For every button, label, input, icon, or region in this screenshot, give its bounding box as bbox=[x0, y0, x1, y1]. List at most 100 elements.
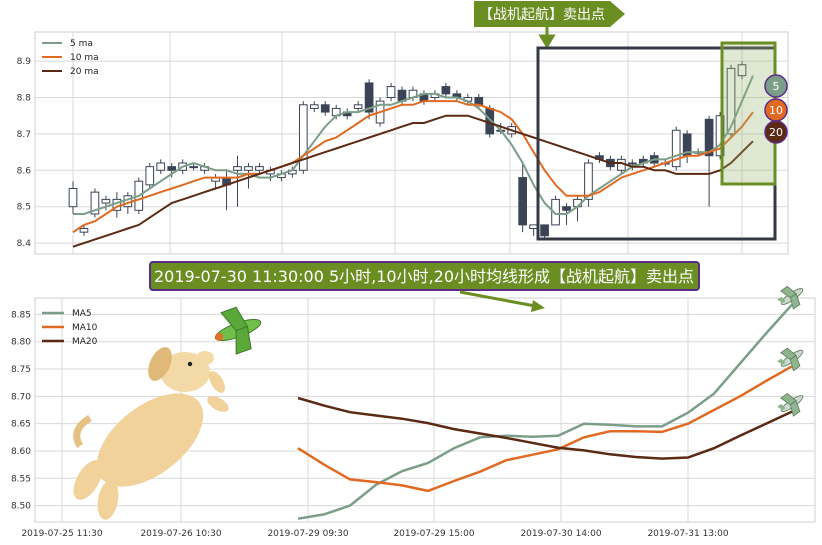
dog-eye bbox=[187, 361, 193, 367]
dog-body bbox=[96, 393, 204, 487]
ma-badge-label: 10 bbox=[769, 104, 783, 117]
airplane-wing bbox=[789, 293, 801, 310]
toy-plane-wing bbox=[235, 325, 252, 355]
candle-up bbox=[79, 228, 89, 233]
banner-label: 2019-07-30 11:30:00 5小时,10小时,20小时均线形成【战机… bbox=[154, 267, 694, 286]
candle-up bbox=[309, 104, 319, 109]
series-line-20-ma bbox=[72, 114, 754, 248]
x-tick-label: 2019-07-29 09:30 bbox=[267, 529, 348, 539]
y-tick-label: 8.8 bbox=[17, 94, 32, 104]
series-line-10-ma bbox=[72, 100, 754, 234]
x-tick-label: 2019-07-30 14:00 bbox=[520, 529, 601, 539]
candle-down bbox=[474, 97, 484, 106]
dog-head bbox=[160, 352, 210, 392]
candle-up bbox=[101, 198, 111, 204]
y-tick-label: 8.75 bbox=[11, 365, 31, 375]
dog-leg bbox=[97, 480, 119, 520]
y-tick-label: 8.60 bbox=[11, 447, 31, 457]
candle-up bbox=[726, 67, 736, 135]
candle-up bbox=[584, 162, 593, 200]
y-tick-label: 8.55 bbox=[11, 474, 31, 484]
plot-frame bbox=[34, 31, 789, 255]
candle-up bbox=[156, 162, 166, 171]
dog-ear bbox=[148, 347, 172, 381]
candle-up bbox=[627, 162, 637, 165]
candle-up bbox=[68, 187, 78, 208]
candle-down bbox=[441, 86, 451, 95]
y-tick-label: 8.4 bbox=[17, 239, 32, 249]
candle-up bbox=[353, 104, 363, 109]
y-tick-label: 8.65 bbox=[11, 420, 31, 430]
y-tick-label: 8.6 bbox=[17, 166, 32, 176]
candle-down bbox=[518, 177, 527, 226]
y-tick-label: 8.50 bbox=[11, 502, 31, 512]
legend-label: MA5 bbox=[72, 309, 92, 319]
ma-badge bbox=[764, 120, 788, 144]
top-tag-label: 【战机起航】卖出点 bbox=[479, 7, 605, 23]
legend-label: MA10 bbox=[72, 323, 98, 333]
airplane-tail bbox=[777, 358, 786, 365]
candle-up bbox=[386, 86, 396, 99]
legend-label: MA20 bbox=[72, 337, 98, 347]
candle-up bbox=[189, 166, 198, 169]
candle-up bbox=[715, 115, 725, 157]
x-tick-label: 2019-07-25 11:30 bbox=[21, 529, 102, 539]
airplane-icon bbox=[214, 306, 262, 355]
y-tick-label: 8.9 bbox=[17, 57, 32, 67]
series-line-MA20 bbox=[297, 396, 793, 460]
airplane-tail bbox=[777, 403, 786, 410]
series-line-MA10 bbox=[297, 365, 793, 493]
series-line-MA5 bbox=[297, 303, 793, 520]
top-tag-shape bbox=[474, 1, 625, 27]
candle-up bbox=[255, 166, 264, 171]
candle-down bbox=[167, 166, 177, 171]
plot-frame bbox=[34, 297, 816, 523]
dog-tail bbox=[73, 414, 92, 448]
candle-down bbox=[364, 82, 374, 113]
candle-down bbox=[320, 104, 330, 113]
x-tick-label: 2019-07-26 10:30 bbox=[140, 529, 221, 539]
down-arrow-icon bbox=[538, 27, 556, 49]
airplane-wing bbox=[789, 400, 801, 417]
candlestick-chart: 8.4 8.5 8.6 8.7 8.8 8.9 5 ma 10 ma 20 ma bbox=[17, 31, 789, 255]
legend-label: 20 ma bbox=[70, 67, 99, 77]
ma-badge-label: 20 bbox=[769, 126, 783, 139]
dog-snout bbox=[196, 351, 214, 365]
y-tick-label: 8.70 bbox=[11, 392, 31, 402]
x-tick-label: 2019-07-31 13:00 bbox=[647, 529, 728, 539]
candle-up bbox=[551, 198, 560, 226]
airplane-tail bbox=[777, 296, 786, 303]
legend-label: 10 ma bbox=[70, 53, 99, 63]
series-line-5-ma bbox=[73, 75, 754, 215]
candle-up bbox=[529, 224, 538, 230]
airplane-icon bbox=[777, 392, 804, 417]
candle-down bbox=[704, 118, 714, 157]
candle-up bbox=[671, 129, 681, 168]
airplane-icon bbox=[777, 285, 804, 310]
y-tick-label: 8.85 bbox=[11, 310, 31, 320]
y-tick-label: 8.7 bbox=[17, 130, 31, 140]
candle-up bbox=[298, 104, 308, 171]
y-tick-label: 8.5 bbox=[17, 203, 31, 213]
candle-down bbox=[540, 224, 549, 237]
candle-down bbox=[562, 206, 571, 211]
y-tick-label: 8.80 bbox=[11, 338, 31, 348]
ma-badge-label: 5 bbox=[773, 80, 780, 93]
banner-box bbox=[149, 261, 700, 291]
dog-illustration bbox=[73, 347, 229, 520]
candle-up bbox=[233, 166, 242, 171]
candle-up bbox=[244, 166, 253, 171]
dog-paw bbox=[209, 371, 225, 393]
candle-up bbox=[737, 64, 747, 77]
x-tick-label: 2019-07-29 15:00 bbox=[393, 529, 474, 539]
candle-up bbox=[90, 191, 100, 215]
banner-arrow-line bbox=[459, 290, 536, 308]
annotation-overlay: 【战机起航】卖出点 5 10 20 2019-07-30 11:30:00 5小时,10… bbox=[73, 1, 788, 520]
candle-up bbox=[145, 166, 155, 186]
ma-line-chart: 2019-07-25 11:30 2019-07-26 10:30 2019-07-… bbox=[11, 285, 816, 539]
dog-paw bbox=[207, 396, 229, 412]
toy-plane-nose bbox=[215, 332, 224, 341]
dog-leg bbox=[73, 460, 103, 500]
airplane-icon bbox=[777, 347, 804, 372]
